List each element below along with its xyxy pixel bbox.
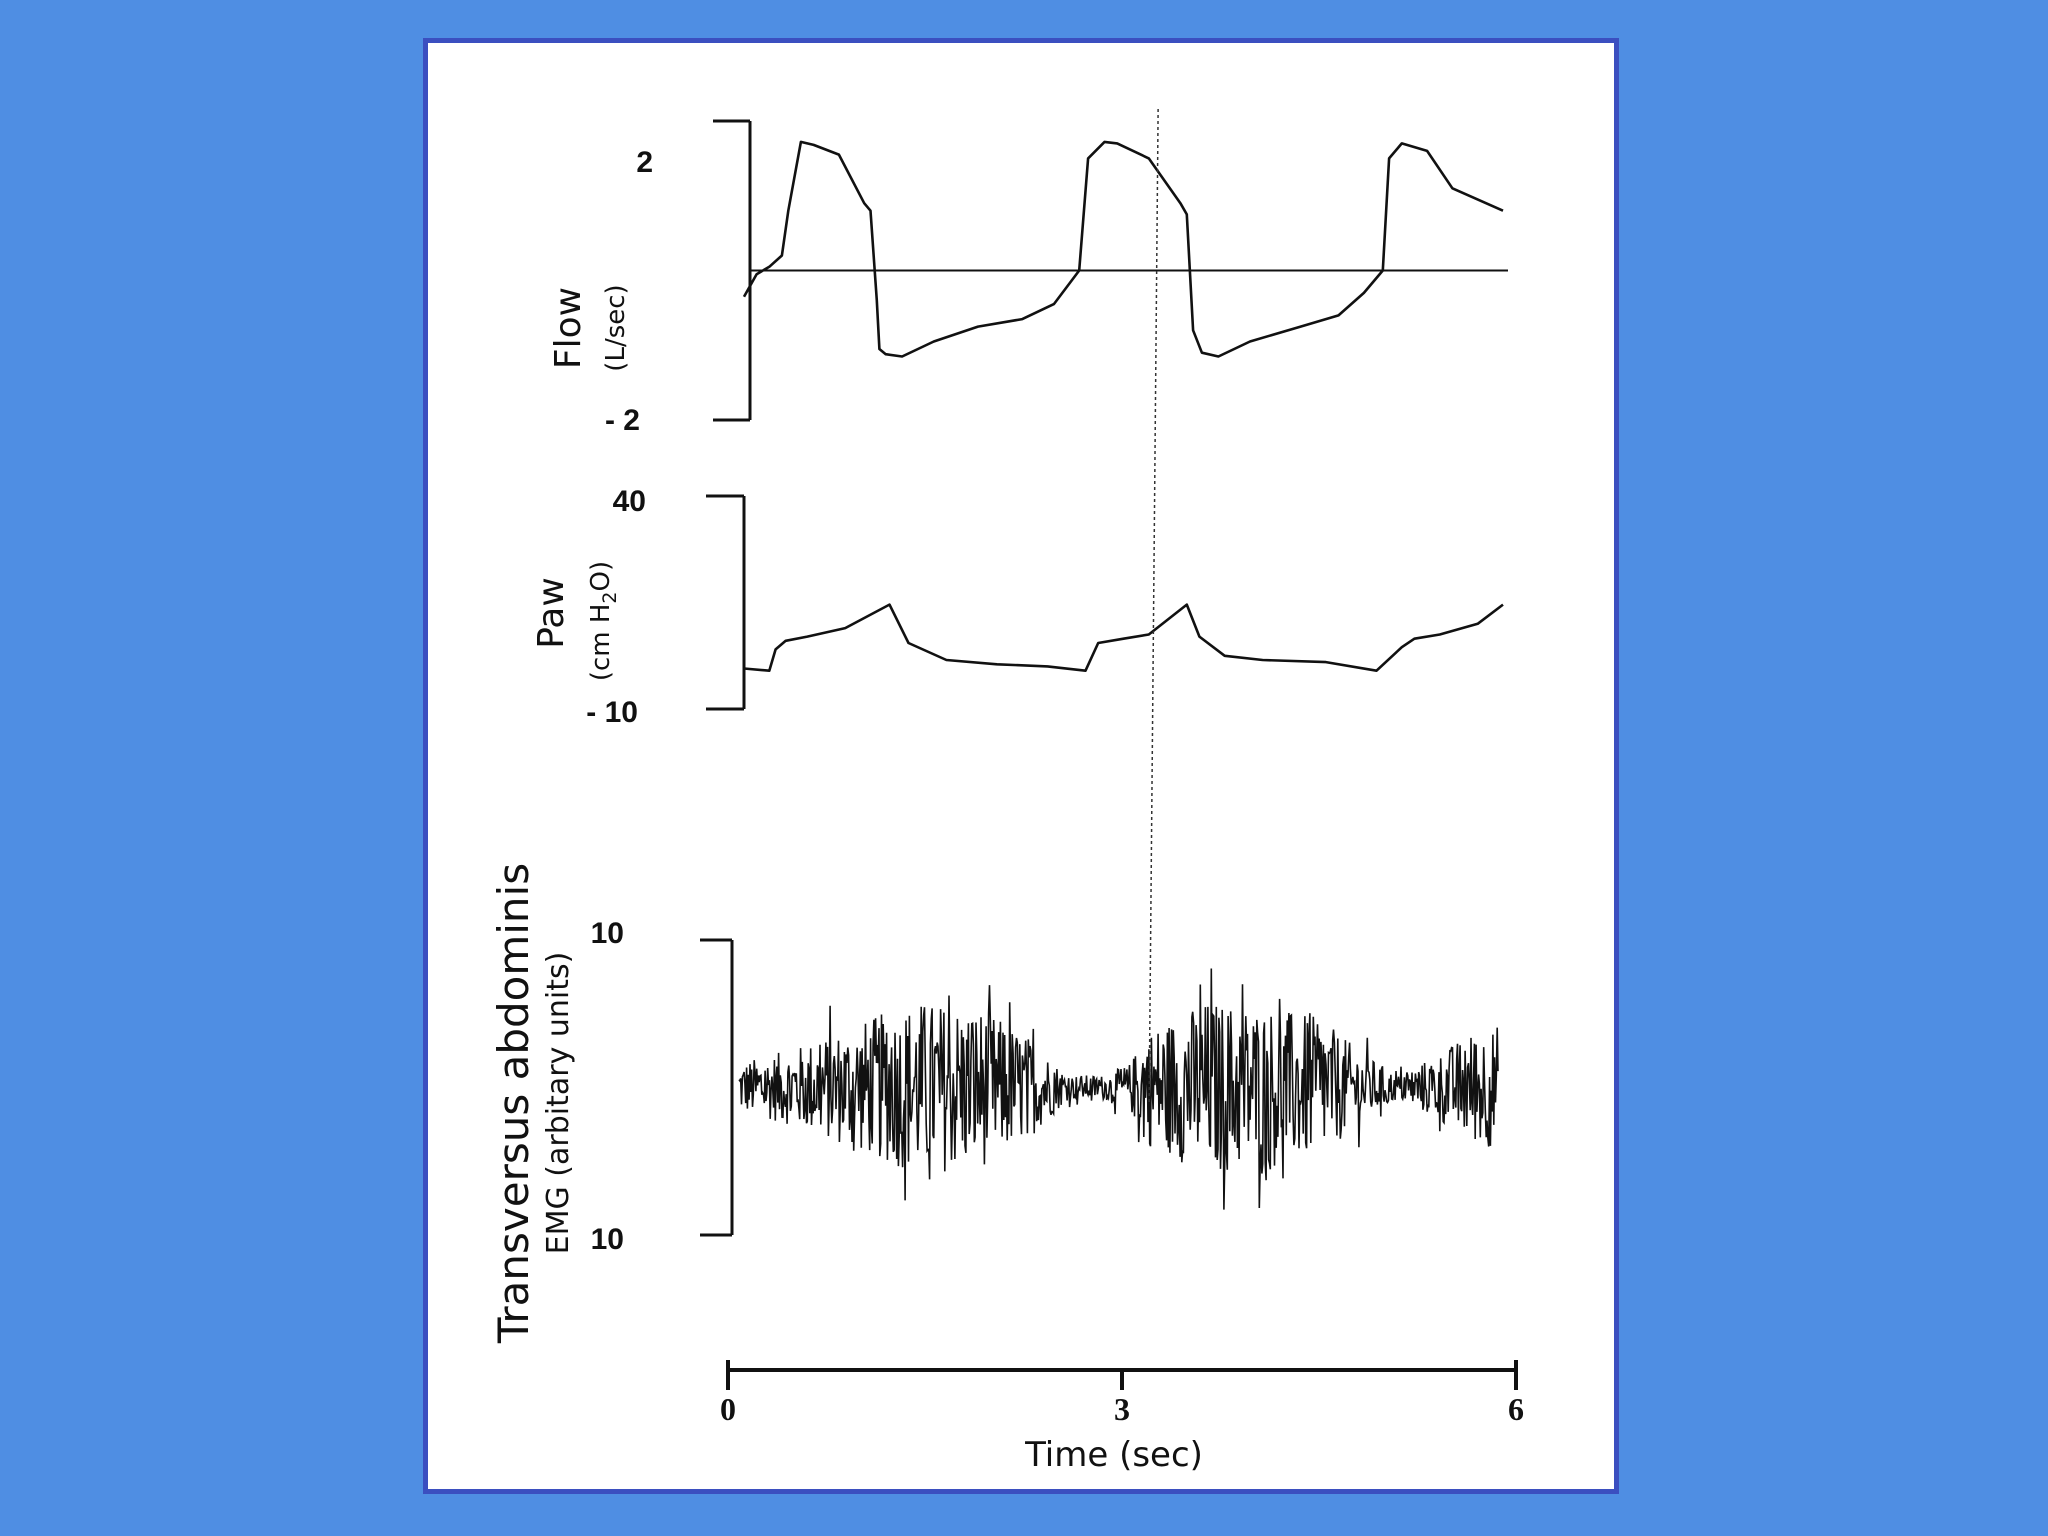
emg-y-axis — [700, 938, 734, 1237]
paw-yunit: (cm H2O) — [586, 561, 621, 681]
paw-yunit-prefix: (cm H — [586, 604, 616, 682]
flow-ytick-bottom: - 2 — [605, 404, 640, 437]
paw-ytick-bottom: - 10 — [586, 696, 638, 729]
time-tick-3: 3 — [1114, 1391, 1130, 1427]
emg-ytick-top: 10 — [591, 917, 624, 950]
respiratory-figure: Flow (L/sec) 2 - 2 Paw (cm H2O) 40 - 10 … — [489, 108, 1524, 1475]
paw-yunit-sub: 2 — [599, 591, 621, 603]
emg-ytick-bottom: 10 — [591, 1223, 624, 1256]
time-tick-0: 0 — [720, 1391, 736, 1427]
paw-yunit-suffix: O) — [586, 561, 616, 592]
emg-ylabel-group: Transversus abdominis EMG (arbitary unit… — [489, 863, 576, 1344]
time-cursor-line — [1148, 108, 1159, 1104]
time-axis-label: Time (sec) — [1024, 1435, 1203, 1475]
flow-yunit: (L/sec) — [601, 284, 631, 371]
flow-ytick-top: 2 — [636, 146, 653, 179]
emg-series-line — [738, 968, 1499, 1210]
time-tick-6: 6 — [1508, 1391, 1524, 1427]
paw-y-axis — [706, 494, 746, 711]
time-axis-line — [726, 1360, 1518, 1390]
flow-ylabel: Flow — [548, 287, 589, 369]
emg-ylabel: Transversus abdominis — [489, 863, 538, 1344]
paw-ylabel: Paw — [531, 577, 572, 649]
flow-ylabel-group: Flow (L/sec) — [548, 284, 631, 371]
paw-ytick-top: 40 — [613, 485, 646, 518]
figure-panel: Flow (L/sec) 2 - 2 Paw (cm H2O) 40 - 10 … — [423, 38, 1619, 1494]
paw-ylabel-group: Paw (cm H2O) — [531, 561, 621, 681]
paw-panel: Paw (cm H2O) 40 - 10 — [531, 485, 1504, 729]
flow-y-axis — [713, 119, 752, 422]
flow-panel: Flow (L/sec) 2 - 2 — [548, 119, 1508, 437]
time-axis: 0 3 6 Time (sec) — [720, 1360, 1524, 1475]
flow-series-line — [742, 140, 1504, 358]
emg-panel: Transversus abdominis EMG (arbitary unit… — [489, 863, 1499, 1344]
emg-yunit: EMG (arbitary units) — [541, 952, 576, 1255]
paw-series-line — [743, 603, 1504, 673]
